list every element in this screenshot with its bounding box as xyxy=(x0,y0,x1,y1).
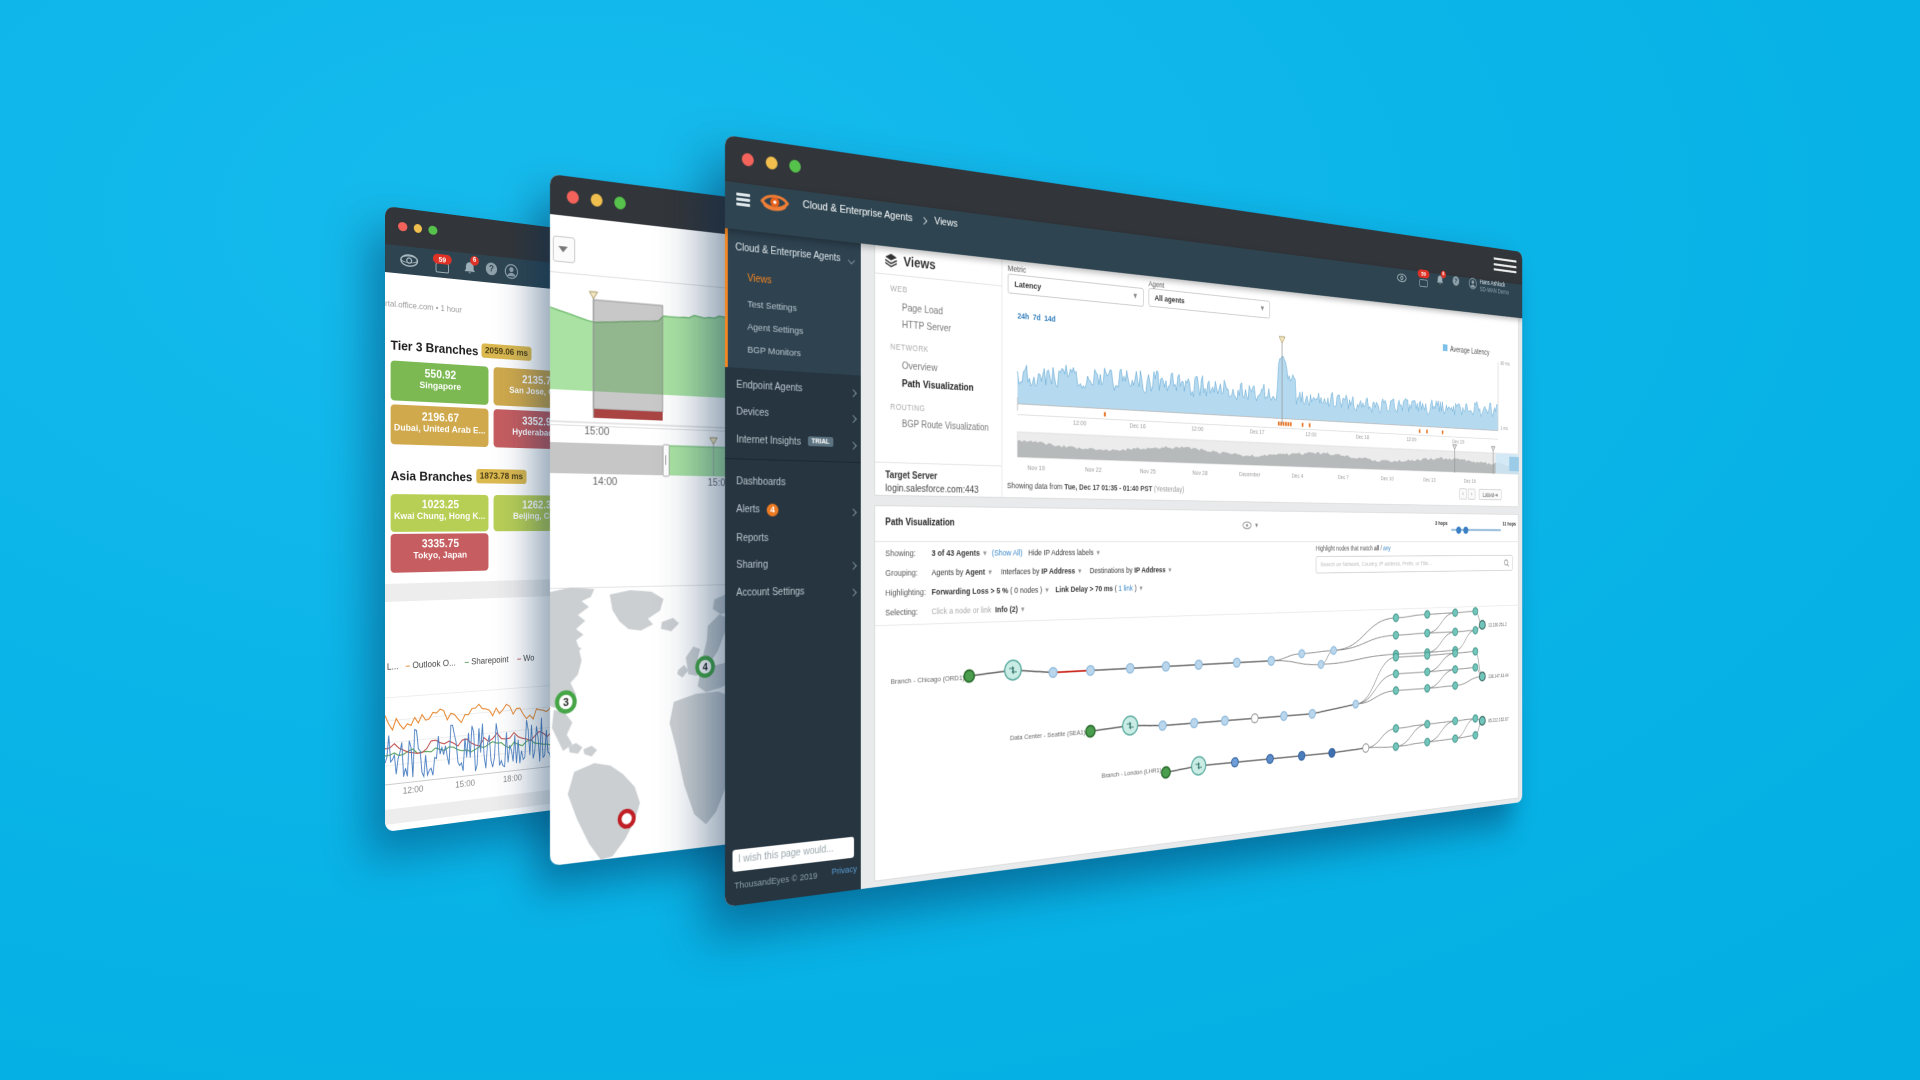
svg-text:18:00: 18:00 xyxy=(503,772,522,784)
svg-text:12:00: 12:00 xyxy=(1191,425,1203,433)
svg-text:Branch - Chicago (ORD1): Branch - Chicago (ORD1) xyxy=(891,673,965,686)
svg-text:15:00: 15:00 xyxy=(708,477,731,489)
svg-text:December: December xyxy=(1239,470,1261,478)
svg-text:Nov 19: Nov 19 xyxy=(1027,463,1045,472)
svg-text:138.147.43.44: 138.147.43.44 xyxy=(1488,673,1509,680)
svg-text:12:00: 12:00 xyxy=(1406,436,1416,443)
svg-text:12:00: 12:00 xyxy=(403,783,424,796)
svg-text:14:00: 14:00 xyxy=(593,476,618,489)
svg-text:4: 4 xyxy=(703,662,708,674)
svg-text:Nov 22: Nov 22 xyxy=(1085,465,1102,474)
svg-text:15:00: 15:00 xyxy=(584,425,609,438)
svg-text:1 ms: 1 ms xyxy=(1501,426,1509,432)
svg-text:Dec 10: Dec 10 xyxy=(1381,475,1394,482)
svg-text:3: 3 xyxy=(563,697,569,710)
svg-text:Dec 19: Dec 19 xyxy=(1452,438,1464,445)
svg-text:Nov 25: Nov 25 xyxy=(1140,467,1156,475)
svg-text:Nov 28: Nov 28 xyxy=(1192,469,1207,477)
svg-text:12:00: 12:00 xyxy=(1073,419,1086,428)
svg-text:Average Latency: Average Latency xyxy=(1450,345,1490,357)
svg-text:80 ms: 80 ms xyxy=(1501,361,1511,367)
svg-text:15:00: 15:00 xyxy=(455,777,475,789)
svg-text:Data Center - Seattle (SEA1): Data Center - Seattle (SEA1) xyxy=(1010,728,1086,742)
svg-text:Dec 18: Dec 18 xyxy=(1356,433,1369,441)
svg-text:Dec 4: Dec 4 xyxy=(1292,472,1304,480)
svg-text:Dec 17: Dec 17 xyxy=(1250,428,1265,436)
svg-text:Dec 13: Dec 13 xyxy=(1423,476,1435,483)
svg-text:Dec 16: Dec 16 xyxy=(1130,421,1146,430)
svg-text:Dec 16: Dec 16 xyxy=(1464,477,1476,484)
svg-text:Branch - London (LHR1): Branch - London (LHR1) xyxy=(1102,766,1162,780)
svg-text:Dec 7: Dec 7 xyxy=(1338,473,1349,481)
svg-text:13.136.251.2: 13.136.251.2 xyxy=(1488,622,1507,628)
svg-text:12:00: 12:00 xyxy=(1306,430,1317,438)
svg-text:85.222.152.67: 85.222.152.67 xyxy=(1488,717,1509,724)
